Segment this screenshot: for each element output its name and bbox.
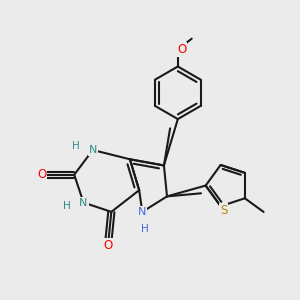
Text: O: O (177, 43, 186, 56)
Text: H: H (142, 224, 149, 234)
Text: O: O (37, 168, 46, 181)
Text: N: N (79, 198, 88, 208)
Text: H: H (63, 201, 70, 211)
Text: N: N (88, 145, 97, 155)
Text: N: N (138, 207, 146, 217)
Text: O: O (103, 239, 113, 252)
Text: S: S (220, 204, 227, 217)
Text: H: H (72, 141, 80, 151)
